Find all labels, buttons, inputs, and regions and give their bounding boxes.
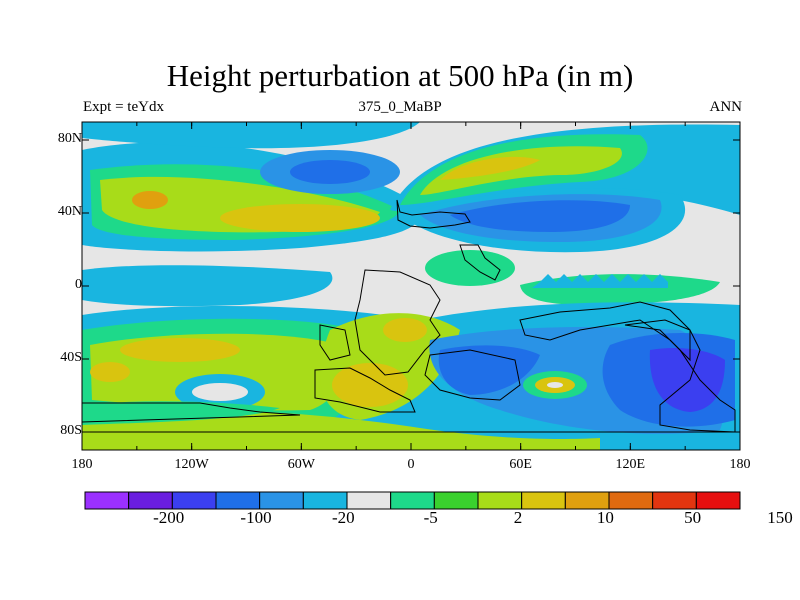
equatorial-green-africa: [425, 250, 515, 286]
lat-tick-label: 40N: [57, 204, 82, 219]
ne-ridge-max: [440, 156, 540, 180]
colorbar-swatch: [302, 491, 348, 510]
southern-ocean-band-green: [82, 401, 280, 425]
south-atlantic-max: [332, 363, 408, 407]
south-ring-low-inner: [192, 383, 248, 401]
ne-ridge-core: [420, 146, 622, 195]
season-label: ANN: [709, 99, 743, 115]
indian-ocean-low-core: [438, 345, 540, 395]
arctic-band: [82, 122, 420, 149]
australia-low-deep: [649, 348, 725, 412]
colorbar-tick-label: 10: [596, 508, 614, 527]
colorbar-tick-label: -100: [240, 508, 272, 527]
lat-tick-label: 80N: [57, 131, 82, 146]
colorbar-tick-label: 2: [513, 508, 523, 527]
north-west-max-2: [132, 191, 168, 209]
colorbar-swatch: [346, 491, 392, 510]
colorbar-tick-label: -5: [423, 508, 438, 527]
lon-tick-label: 0: [407, 457, 415, 472]
lat-tick-label: 0: [75, 277, 82, 292]
colorbar-swatch: [171, 491, 217, 510]
equatorial-blue-west: [82, 265, 333, 307]
lon-tick-label: 120W: [174, 457, 209, 472]
coastlines: [82, 199, 740, 433]
south-gold-west-2: [90, 362, 130, 382]
ne-trough-core: [450, 200, 630, 232]
lon-tick-label: 120E: [615, 457, 646, 472]
colorbar-tick-label: 150: [767, 508, 793, 527]
lat-tick-label: 80S: [60, 423, 82, 438]
axis-ticks: [81, 122, 741, 450]
lat-tick-label: 40S: [60, 350, 82, 365]
north-west-max: [220, 204, 380, 232]
colorbar-swatch: [433, 491, 479, 510]
colorbar-tick-label: -200: [153, 508, 185, 527]
colorbar-swatch: [564, 491, 610, 510]
colorbar-swatch: [128, 491, 173, 510]
colorbar-swatch: [259, 491, 304, 510]
experiment-label: Expt = teYdx: [83, 99, 164, 115]
colorbar-swatch: [84, 491, 130, 510]
indian-ocean-gray-hole: [547, 382, 563, 388]
lon-tick-label: 180: [71, 457, 93, 472]
colorbar-tick-label: 50: [684, 508, 702, 527]
lon-tick-label: 180: [729, 457, 751, 472]
colorbar-tick-label: -20: [331, 508, 355, 527]
southern-ocean-band: [82, 411, 600, 450]
colorbar-swatch: [215, 491, 261, 510]
arctic-low-core: [290, 160, 370, 184]
lon-tick-label: 60E: [509, 457, 532, 472]
equatorial-sawtooth: [532, 274, 668, 288]
colorbar-swatch: [608, 491, 654, 510]
colorbar-swatch: [652, 491, 697, 510]
south-gold-west: [120, 338, 240, 362]
height-field: [82, 122, 740, 450]
colorbar-swatch: [390, 491, 435, 510]
time-label: 375_0_MaBP: [358, 99, 442, 115]
plot-title: Height perturbation at 500 hPa (in m): [166, 58, 634, 93]
colorbar-swatch: [521, 491, 566, 510]
lon-tick-label: 60W: [287, 457, 315, 472]
colorbar-swatch: [695, 491, 741, 510]
colorbar: [84, 491, 741, 510]
colorbar-swatch: [477, 491, 523, 510]
south-atlantic-max-2: [383, 318, 427, 342]
